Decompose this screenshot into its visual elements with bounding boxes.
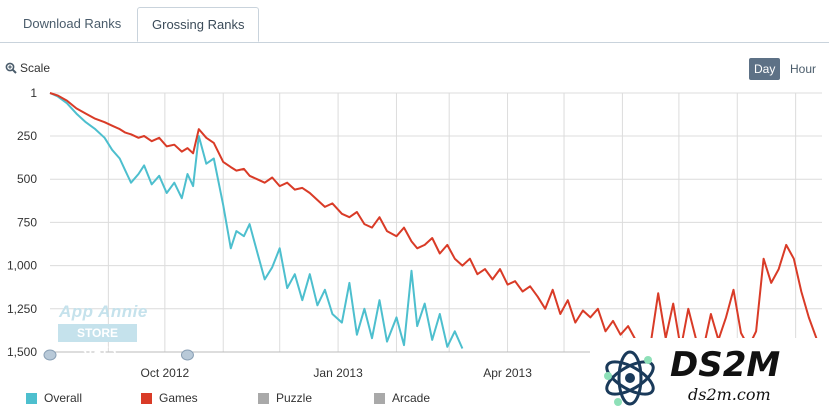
zoom-icon [5, 62, 17, 74]
logo-subtext: ds2m.com [688, 385, 771, 404]
legend-swatch [26, 392, 37, 404]
legend-item-puzzle[interactable]: Puzzle [258, 391, 312, 405]
y-tick-label: 1 [30, 86, 37, 100]
series-line-overall [49, 92, 464, 349]
series-line-games [49, 92, 818, 350]
legend-label: Games [159, 391, 198, 405]
legend-label: Puzzle [276, 391, 313, 405]
y-axis: 1 250 500 750 1,000 1,250 1,500 [7, 86, 37, 359]
legend-item-arcade[interactable]: Arcade [374, 391, 430, 405]
legend-label: Arcade [392, 391, 431, 405]
legend-label: Overall [44, 391, 83, 405]
legend-item-overall[interactable]: Overall [26, 391, 82, 405]
atom-icon [604, 350, 655, 406]
tab-download-ranks[interactable]: Download Ranks [23, 16, 122, 31]
day-button[interactable]: Day [749, 58, 781, 80]
y-tick-label: 250 [17, 129, 37, 143]
tab-grossing-ranks[interactable]: Grossing Ranks [137, 7, 260, 42]
x-tick-label: Apr 2013 [483, 366, 532, 380]
x-tick-label: Jan 2013 [313, 366, 363, 380]
event-marker-icon [180, 349, 194, 361]
y-tick-label: 1,500 [7, 345, 37, 359]
rank-tabs: Download Ranks Grossing Ranks [0, 0, 829, 43]
watermark-badge: STORE STATS [58, 324, 137, 358]
hour-button[interactable]: Hour [790, 62, 817, 76]
y-tick-label: 1,000 [7, 259, 37, 273]
x-tick-label: Oct 2012 [141, 366, 190, 380]
logo-text: DS2M [670, 345, 780, 385]
legend-swatch [374, 392, 385, 404]
legend-swatch [258, 392, 269, 404]
ds2m-logo: DS2M ds2m.com [590, 338, 829, 412]
legend-item-games[interactable]: Games [141, 391, 198, 405]
y-tick-label: 500 [17, 172, 37, 186]
scale-label: Scale [20, 61, 51, 75]
event-markers [43, 349, 194, 361]
scale-toggle[interactable]: Scale [5, 61, 50, 75]
watermark-title: App Annie [59, 302, 148, 321]
legend-swatch [141, 392, 152, 404]
chart-grid [50, 92, 822, 353]
y-tick-label: 1,250 [7, 302, 37, 316]
event-marker-icon [43, 349, 57, 361]
y-tick-label: 750 [17, 215, 37, 229]
chart-lines [49, 92, 818, 350]
